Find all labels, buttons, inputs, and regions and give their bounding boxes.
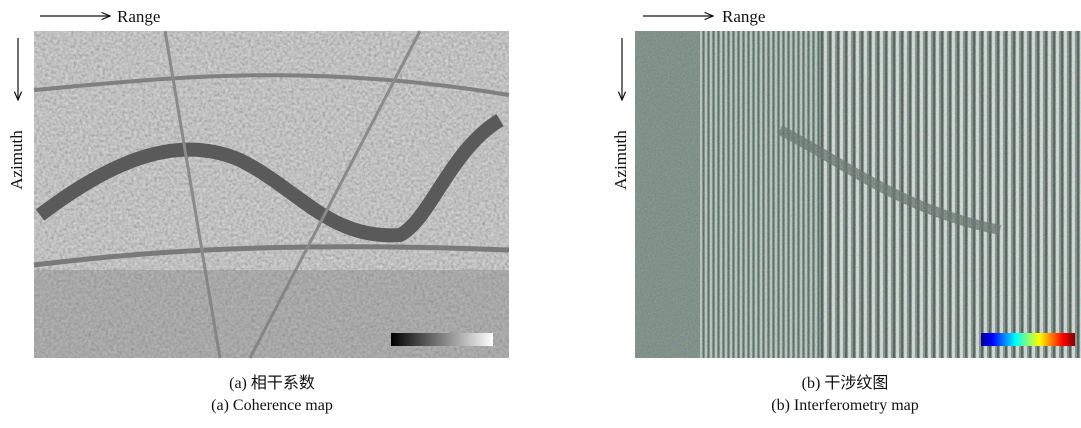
range-label: Range xyxy=(722,7,765,26)
caption-en: (b) Interferometry map xyxy=(771,397,918,414)
azimuth-label: Azimuth xyxy=(611,130,630,190)
figure: Range Azimuth (a) 相干系数 (a) Coherence map… xyxy=(0,0,1081,423)
coherence-image xyxy=(34,31,509,358)
panel-a: Range Azimuth (a) 相干系数 (a) Coherence map xyxy=(7,7,509,414)
range-label: Range xyxy=(117,7,160,26)
caption-cn: (a) 相干系数 xyxy=(229,374,315,392)
caption-en: (a) Coherence map xyxy=(211,397,333,414)
interferogram-image xyxy=(635,31,1081,358)
panel-b: Range Azimuth (b) 干涉纹图 (b) Interferometr… xyxy=(611,7,1081,414)
azimuth-label: Azimuth xyxy=(7,130,26,190)
caption-cn: (b) 干涉纹图 xyxy=(802,374,889,392)
